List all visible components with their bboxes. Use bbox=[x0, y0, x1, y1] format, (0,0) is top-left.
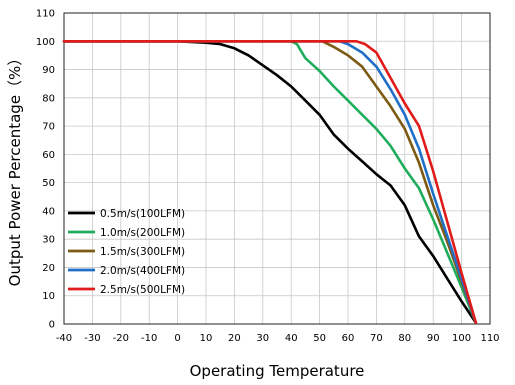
legend-label-5: 2.5m/s(500LFM) bbox=[100, 284, 185, 296]
y-tick-label: 60 bbox=[42, 150, 55, 161]
x-axis-title: Operating Temperature bbox=[190, 362, 365, 380]
legend-label-2: 1.0m/s(200LFM) bbox=[100, 227, 185, 239]
legend-label-4: 2.0m/s(400LFM) bbox=[100, 265, 185, 277]
y-tick-label: 110 bbox=[36, 9, 55, 20]
x-tick-label: -30 bbox=[84, 333, 100, 344]
y-tick-label: 50 bbox=[42, 178, 55, 189]
y-axis-ticks: 0 10 20 30 40 50 60 70 80 90 100 110 bbox=[36, 9, 55, 331]
y-tick-label: 30 bbox=[42, 235, 55, 246]
x-tick-label: 50 bbox=[313, 333, 326, 344]
x-tick-label: 70 bbox=[370, 333, 383, 344]
x-tick-label: 80 bbox=[398, 333, 411, 344]
x-tick-label: 100 bbox=[452, 333, 471, 344]
legend: 0.5m/s(100LFM) 1.0m/s(200LFM) 1.5m/s(300LF… bbox=[68, 208, 185, 296]
legend-label-3: 1.5m/s(300LFM) bbox=[100, 246, 185, 258]
y-tick-label: 80 bbox=[42, 93, 55, 104]
plot-area-frame bbox=[63, 12, 491, 325]
series-line-5 bbox=[62, 40, 478, 324]
series-line-1 bbox=[62, 40, 478, 324]
x-tick-label: -40 bbox=[56, 333, 72, 344]
x-tick-label: 40 bbox=[285, 333, 298, 344]
series-line-2 bbox=[62, 40, 478, 324]
y-axis-title: Output Power Percentage（%） bbox=[6, 51, 24, 287]
series-lines bbox=[62, 40, 478, 324]
x-tick-label: 20 bbox=[228, 333, 241, 344]
x-tick-label: 30 bbox=[256, 333, 269, 344]
x-tick-label: 0 bbox=[174, 333, 180, 344]
x-tick-label: 90 bbox=[427, 333, 440, 344]
x-tick-label: 60 bbox=[342, 333, 355, 344]
y-tick-label: 20 bbox=[42, 263, 55, 274]
x-tick-label: -20 bbox=[113, 333, 129, 344]
x-axis-ticks: -40 -30 -20 -10 0 10 20 30 40 50 60 70 80 90 100 110 bbox=[56, 333, 500, 344]
legend-label-1: 0.5m/s(100LFM) bbox=[100, 208, 185, 220]
series-line-4 bbox=[62, 40, 478, 324]
series-line-3 bbox=[62, 40, 478, 324]
x-tick-label: 110 bbox=[480, 333, 499, 344]
y-tick-label: 40 bbox=[42, 206, 55, 217]
x-tick-label: -10 bbox=[141, 333, 157, 344]
y-tick-label: 0 bbox=[49, 320, 55, 331]
y-tick-label: 90 bbox=[42, 65, 55, 76]
x-tick-label: 10 bbox=[200, 333, 213, 344]
y-tick-label: 70 bbox=[42, 122, 55, 133]
y-tick-label: 100 bbox=[36, 37, 55, 48]
y-tick-label: 10 bbox=[42, 291, 55, 302]
